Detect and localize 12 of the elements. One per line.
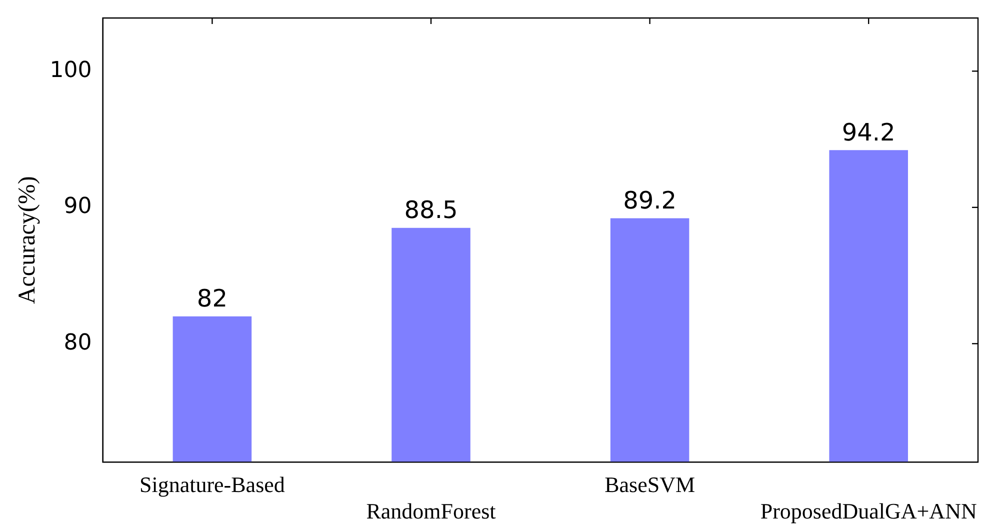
data-label: 82 (196, 284, 228, 313)
y-tick-label: 90 (64, 194, 92, 220)
data-label: 88.5 (404, 196, 458, 224)
x-tick-label: BaseSVM (604, 472, 696, 498)
data-label: 89.2 (623, 186, 677, 215)
x-tick-label: Signature-Based (139, 472, 285, 498)
x-tick-label: ProposedDualGA+ANN (760, 498, 977, 524)
x-tick-label: RandomForest (366, 498, 496, 524)
y-axis-title: Accuracy(%) (14, 176, 41, 304)
y-tick-label: 80 (64, 330, 92, 356)
data-label: 94.2 (842, 118, 896, 146)
y-tick-label: 100 (50, 58, 92, 83)
